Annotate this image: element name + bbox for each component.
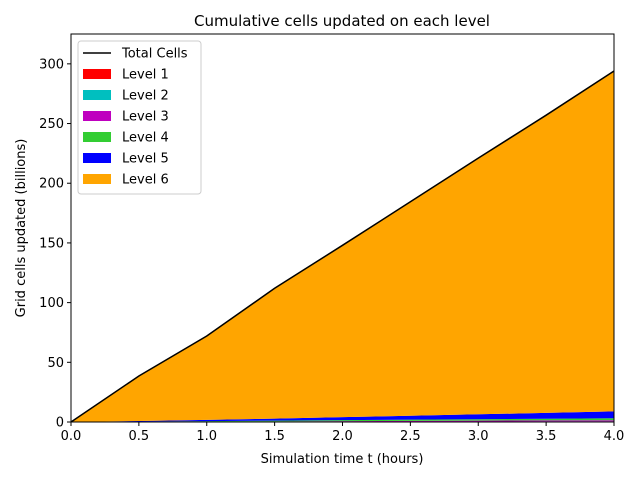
y-axis-label: Grid cells updated (billions) [14, 139, 29, 318]
legend-swatch-level-2 [83, 90, 111, 100]
y-tick-label: 100 [39, 296, 64, 311]
area-level-5 [71, 411, 614, 422]
total-cells-line [70, 70, 615, 423]
x-tick-label: 1.5 [264, 429, 285, 444]
y-tick-label: 50 [47, 356, 64, 371]
legend: Total Cells Level 1 Level 2 Level 3 Level 4 L… [77, 40, 202, 195]
x-tick-label: 0.5 [129, 429, 150, 444]
legend-label: Level 3 [122, 110, 169, 125]
legend-label: Level 4 [122, 131, 169, 146]
x-tick-label: 1.0 [196, 429, 217, 444]
x-tick-label: 3.5 [536, 429, 557, 444]
legend-label: Level 5 [122, 152, 169, 167]
legend-swatch-level-1 [83, 69, 111, 79]
legend-swatch-level-6 [83, 174, 111, 184]
legend-swatch-level-3 [83, 111, 111, 121]
legend-swatch-level-4 [83, 132, 111, 142]
y-tick-label: 200 [39, 177, 64, 192]
area-level-3 [71, 420, 614, 422]
x-tick-label: 3.0 [468, 429, 489, 444]
y-tick-label: 300 [39, 57, 64, 72]
x-tick-label: 0.0 [61, 429, 82, 444]
x-tick-label: 2.0 [332, 429, 353, 444]
legend-swatch-level-5 [83, 153, 111, 163]
legend-label: Total Cells [121, 47, 188, 62]
x-axis: 0.0 0.5 1.0 1.5 2.0 2.5 3.0 3.5 4.0 [61, 422, 625, 444]
x-axis-label: Simulation time t (hours) [261, 452, 424, 467]
legend-label: Level 6 [122, 173, 169, 188]
chart-title: Cumulative cells updated on each level [194, 12, 490, 30]
y-tick-label: 0 [56, 416, 64, 431]
legend-label: Level 1 [122, 68, 169, 83]
y-axis: 0 50 100 150 200 250 300 [39, 57, 71, 431]
legend-label: Level 2 [122, 89, 169, 104]
y-tick-label: 250 [39, 117, 64, 132]
x-tick-label: 2.5 [400, 429, 421, 444]
y-tick-label: 150 [39, 236, 64, 251]
x-tick-label: 4.0 [604, 429, 625, 444]
